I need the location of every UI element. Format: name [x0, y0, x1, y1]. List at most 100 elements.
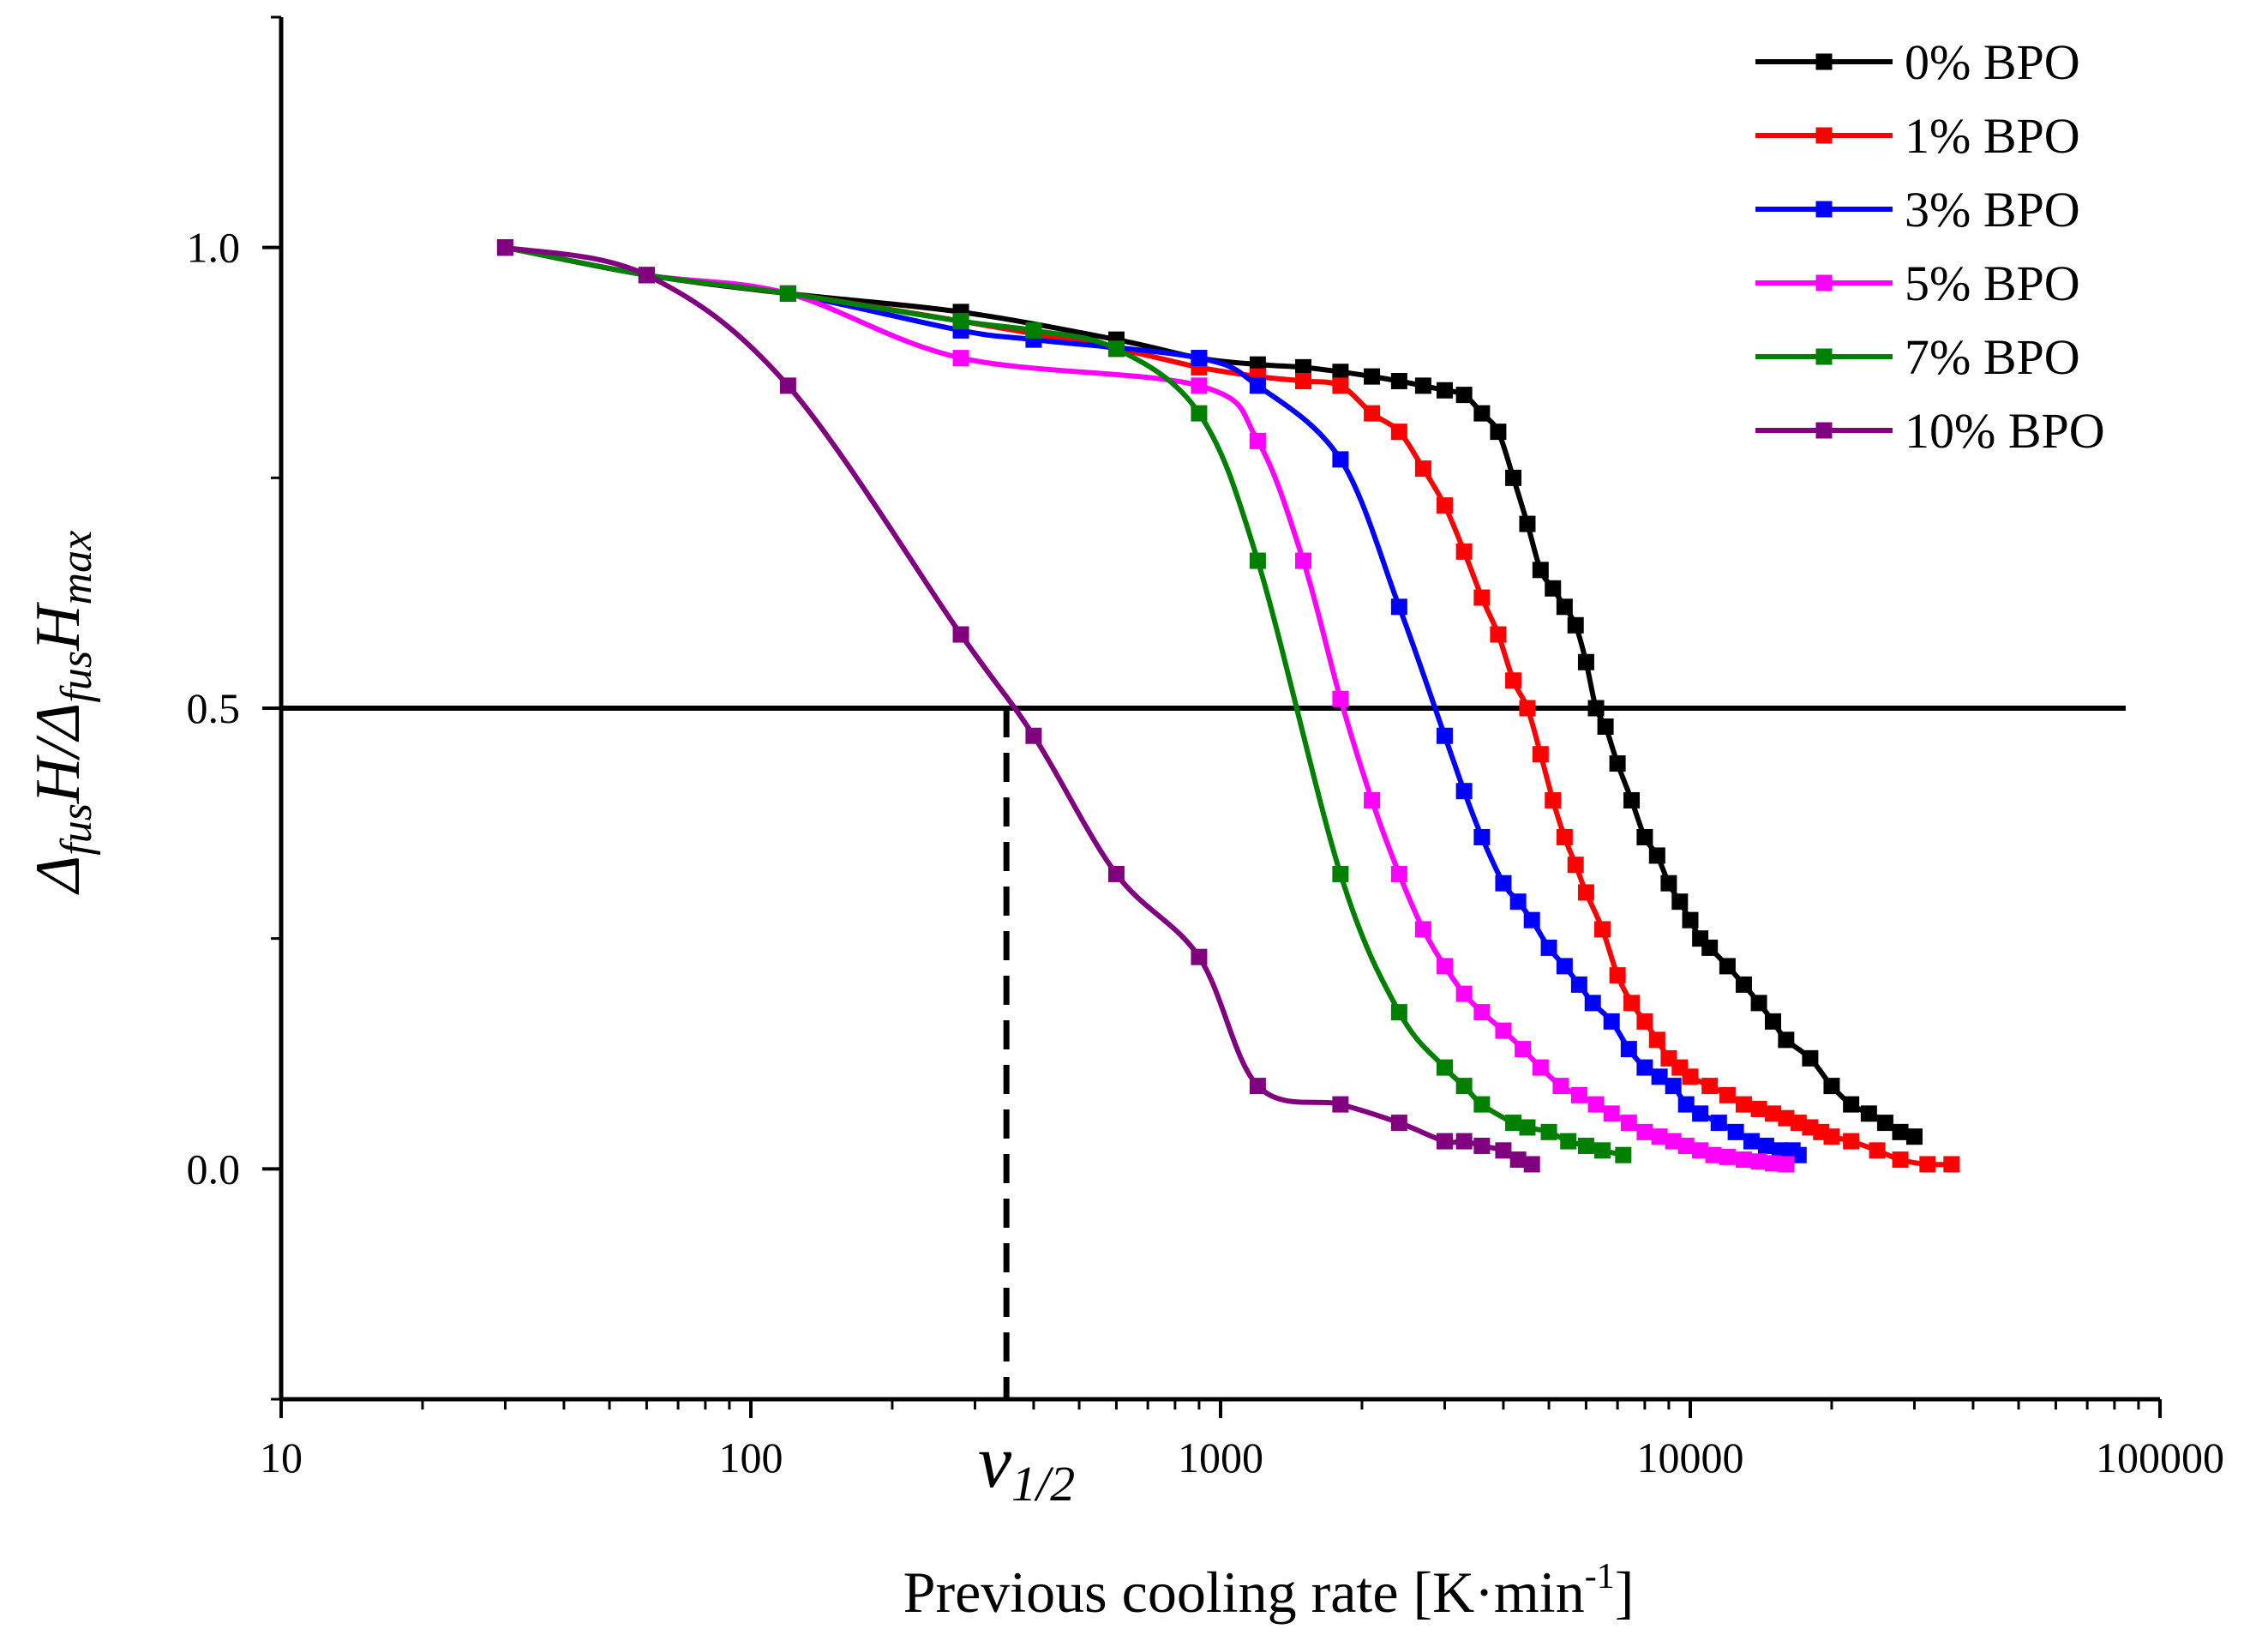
data-point: [1567, 857, 1584, 874]
x-axis-title-main: Previous cooling rate [K·min: [903, 1560, 1585, 1625]
data-point: [1764, 1013, 1781, 1030]
legend-swatch-marker: [1815, 201, 1833, 218]
data-point: [1671, 893, 1689, 911]
data-point: [1692, 1105, 1709, 1122]
data-point: [1735, 1151, 1752, 1169]
legend-entry-5pct-bpo: 5% BPO: [1755, 255, 2080, 311]
series-10pct-bpo: [496, 239, 1540, 1173]
data-point: [952, 313, 969, 330]
data-point: [1843, 1096, 1860, 1113]
data-point: [1473, 589, 1491, 606]
data-point: [1390, 1115, 1407, 1132]
data-point: [1705, 1146, 1722, 1163]
data-point: [1764, 1105, 1781, 1122]
data-point: [1414, 921, 1431, 938]
data-point: [1778, 1109, 1795, 1127]
data-point: [1750, 995, 1767, 1012]
data-point: [1455, 387, 1473, 404]
data-point: [1567, 616, 1584, 634]
data-point: [1532, 1059, 1549, 1076]
data-point: [1682, 1068, 1699, 1085]
data-point: [1390, 865, 1407, 882]
data-point: [1515, 1041, 1532, 1058]
series-layer: [496, 239, 1960, 1173]
x-axis-title-close: ]: [1615, 1560, 1635, 1625]
data-point: [1473, 828, 1491, 845]
series-7pct-bpo: [496, 239, 1632, 1163]
data-point: [1919, 1156, 1936, 1173]
data-point: [1603, 1013, 1620, 1030]
data-point: [1876, 1115, 1893, 1132]
x-tick-label: 1000: [1178, 1434, 1263, 1482]
data-point: [1249, 432, 1266, 449]
legend-entry-10pct-bpo: 10% BPO: [1755, 403, 2105, 459]
data-point: [1556, 598, 1573, 616]
legend-swatch-marker: [1815, 348, 1833, 365]
data-point: [952, 350, 969, 367]
data-point: [1719, 1148, 1736, 1165]
data-point: [1505, 1115, 1522, 1132]
data-point: [1540, 939, 1557, 956]
y-title-h-1: H/: [23, 735, 93, 804]
legend-entry-7pct-bpo: 7% BPO: [1755, 329, 2080, 385]
data-point: [1648, 1031, 1665, 1049]
y-title-h-2: H: [23, 602, 93, 652]
v-half-main: v: [978, 1421, 1012, 1504]
data-point: [1436, 382, 1453, 399]
data-point: [1677, 1137, 1695, 1154]
series-line: [504, 244, 1916, 1139]
reference-line-layer: [281, 706, 2126, 1399]
data-point: [1651, 1068, 1668, 1085]
data-point: [1570, 1086, 1587, 1103]
legend-label: 0% BPO: [1905, 34, 2080, 90]
data-point: [1778, 1031, 1795, 1049]
data-point: [1701, 939, 1719, 956]
data-point: [1294, 372, 1311, 389]
data-point: [1532, 562, 1549, 579]
axis-ticks: [262, 15, 2162, 1418]
y-axis-title: ΔfusH/ΔfusHmax: [23, 531, 101, 895]
data-point: [1191, 948, 1208, 965]
data-point: [1455, 783, 1473, 800]
axes-layer: [279, 17, 2160, 1402]
data-point: [1609, 967, 1626, 984]
data-point: [1823, 1128, 1840, 1145]
data-point: [1727, 1123, 1744, 1140]
y-tick-label: 0.5: [187, 684, 241, 732]
data-point: [638, 267, 655, 284]
data-point: [1509, 1151, 1527, 1169]
x-tick-label: 100000: [2096, 1434, 2224, 1482]
data-point: [1692, 1142, 1709, 1159]
data-point: [1332, 451, 1349, 468]
v-half-label: v1/2: [978, 1421, 1075, 1512]
legend-swatch-marker: [1815, 127, 1833, 144]
data-point: [779, 285, 796, 302]
data-point: [1364, 791, 1381, 808]
data-point: [1025, 727, 1042, 744]
data-point: [1869, 1142, 1886, 1159]
legend-label: 5% BPO: [1905, 255, 2080, 311]
data-point: [1905, 1128, 1923, 1145]
data-point: [1390, 598, 1407, 616]
data-point: [1636, 1013, 1653, 1030]
data-point: [1790, 1146, 1807, 1163]
data-point: [1771, 1142, 1788, 1159]
x-axis-title: Previous cooling rate [K·min-1]: [903, 1557, 1635, 1625]
data-point: [1473, 1137, 1491, 1154]
data-point: [1390, 372, 1407, 389]
data-point: [1682, 911, 1699, 929]
data-point: [1665, 1078, 1682, 1095]
data-point: [1620, 1041, 1637, 1058]
data-point: [1636, 1059, 1653, 1076]
series-5pct-bpo: [496, 239, 1795, 1173]
data-point: [1414, 377, 1431, 394]
data-point: [1623, 995, 1641, 1012]
axis-tick-labels: 10 100 1000 10000 100000 0.0 0.5 1.0: [187, 224, 2225, 1482]
data-point: [1823, 1078, 1840, 1095]
legend-label: 7% BPO: [1905, 329, 2080, 385]
data-point: [1636, 828, 1653, 845]
data-point: [1523, 911, 1540, 929]
data-point: [1636, 1123, 1653, 1140]
data-point: [1519, 515, 1536, 532]
data-point: [1532, 746, 1549, 763]
